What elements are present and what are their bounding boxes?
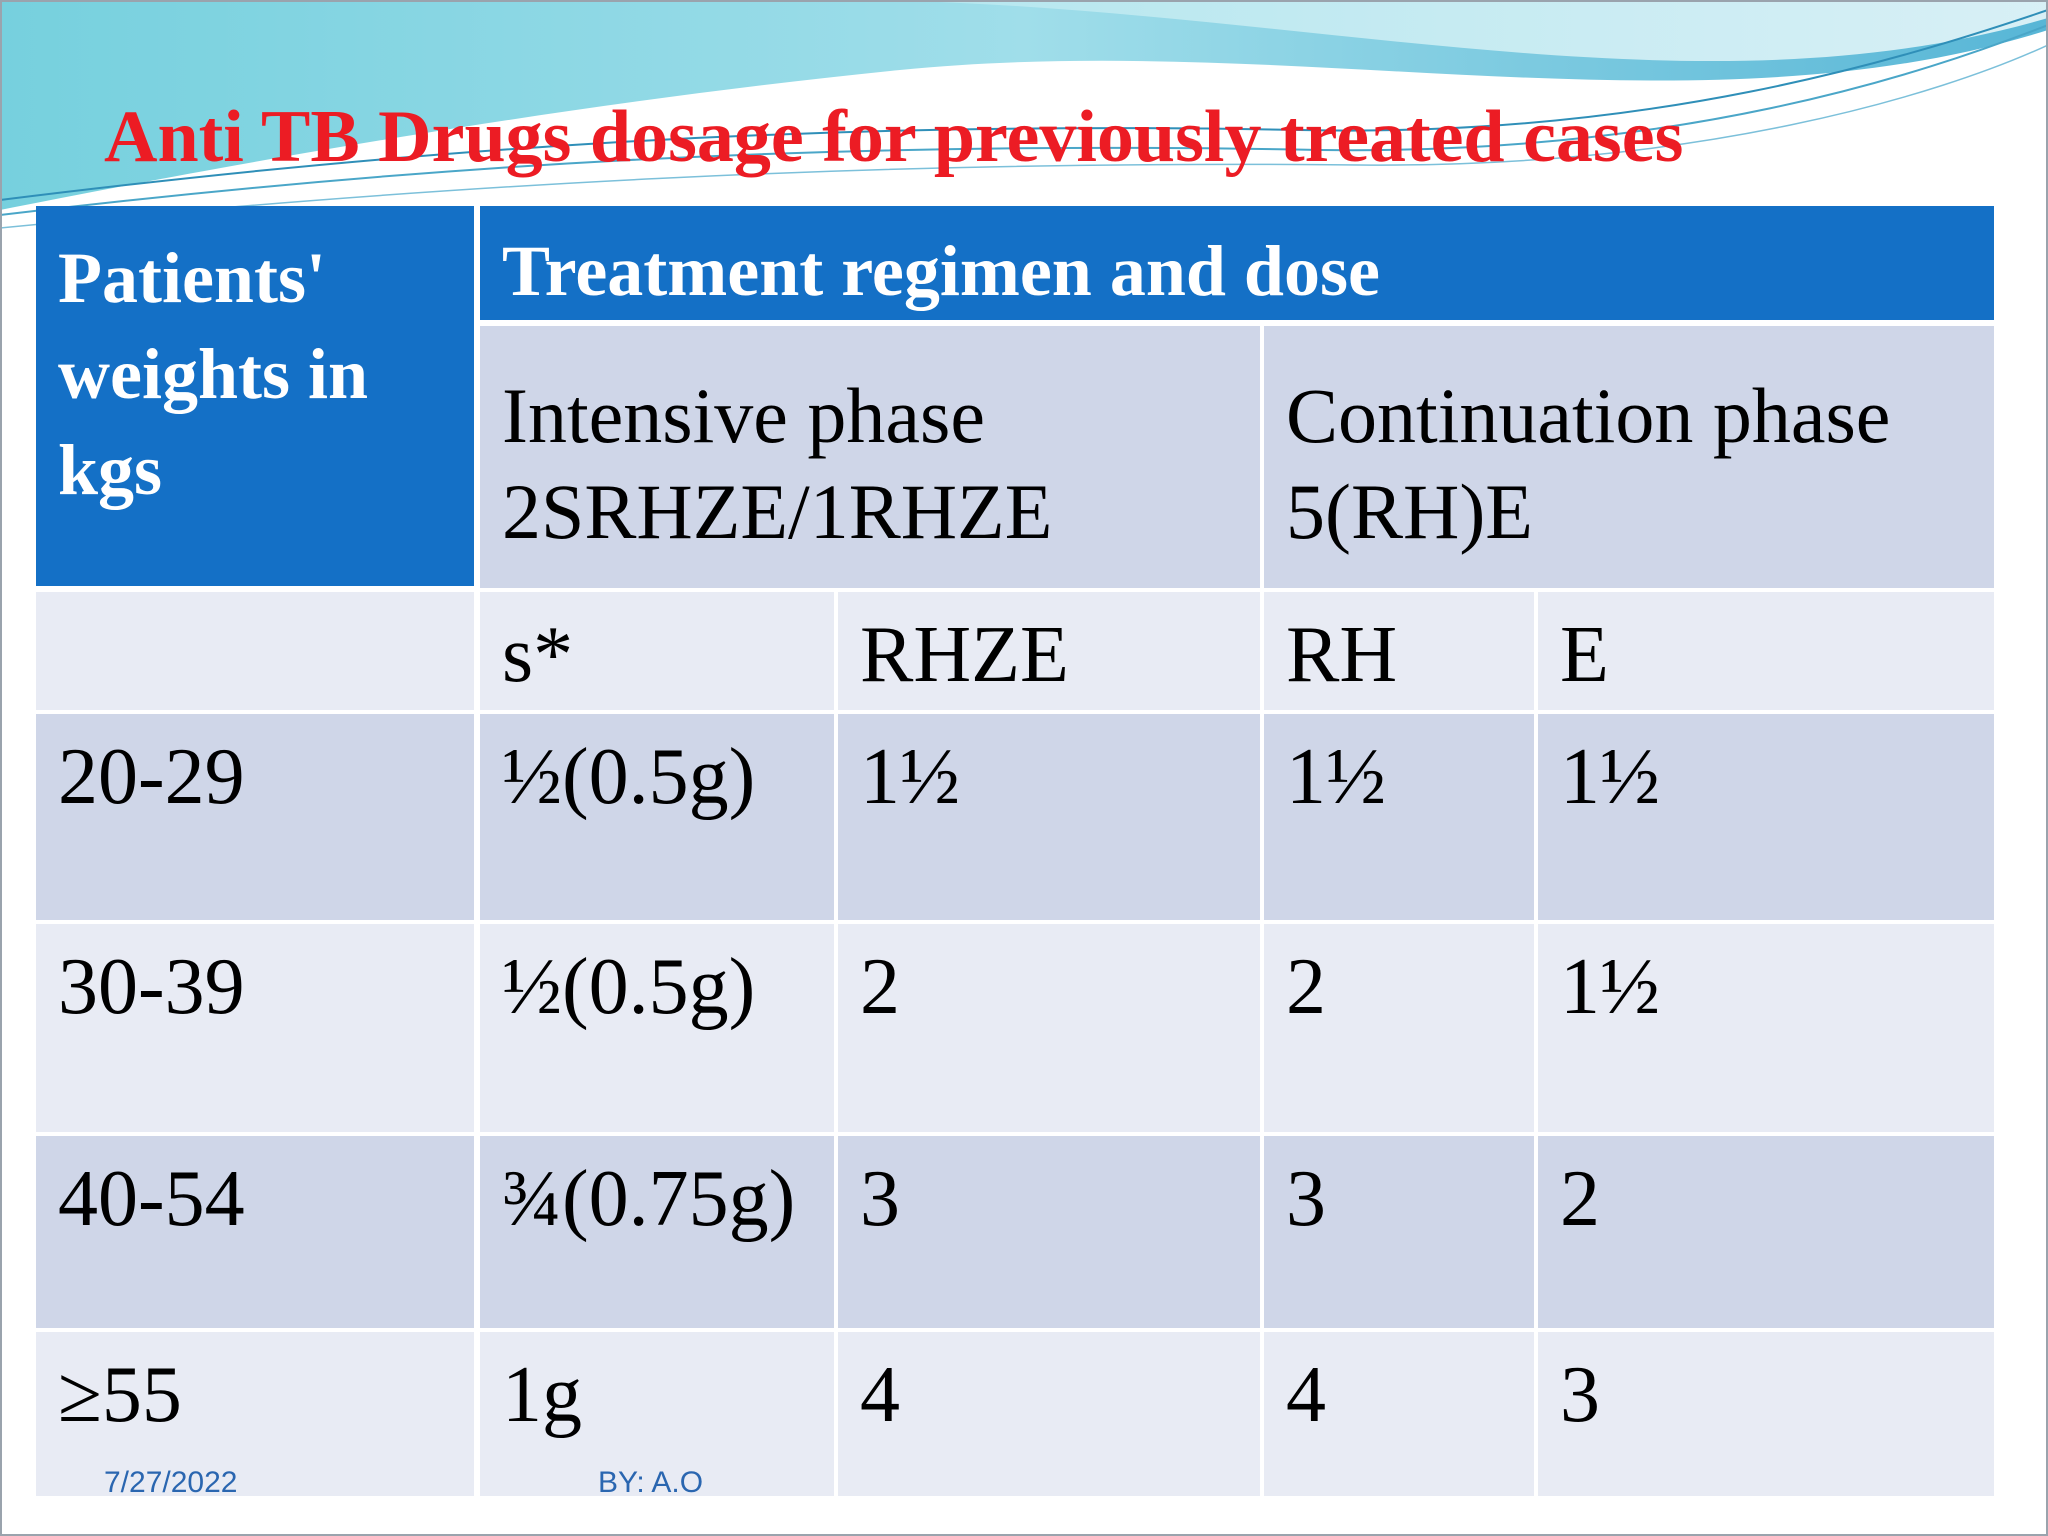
table-cell-s: 1g [480, 1332, 834, 1496]
table-cell-weight: 40-54 [36, 1136, 474, 1328]
column-header-s: s* [480, 592, 834, 710]
column-header-rhze: RHZE [838, 592, 1260, 710]
intensive-phase-name: Intensive phase [502, 372, 986, 459]
table-cell-weight: ≥55 [36, 1332, 474, 1496]
table-cell-e: 1½ [1538, 714, 1994, 920]
continuation-phase-regimen: 5(RH)E [1286, 468, 1533, 555]
table-cell-rhze: 3 [838, 1136, 1260, 1328]
table-cell-e: 2 [1538, 1136, 1994, 1328]
continuation-phase-name: Continuation phase [1286, 372, 1891, 459]
table-cell-rh: 1½ [1264, 714, 1534, 920]
column-header-rh: RH [1264, 592, 1534, 710]
table-cell-s: ½(0.5g) [480, 714, 834, 920]
column-header-e: E [1538, 592, 1994, 710]
table-cell-weight: 20-29 [36, 714, 474, 920]
table-cell-s: ½(0.5g) [480, 924, 834, 1132]
slide-title: Anti TB Drugs dosage for previously trea… [104, 96, 1684, 178]
table-cell-rh: 4 [1264, 1332, 1534, 1496]
table-cell-rh: 3 [1264, 1136, 1534, 1328]
regimen-header: Treatment regimen and dose [480, 206, 1994, 320]
intensive-phase-header: Intensive phase 2SRHZE/1RHZE [480, 326, 1260, 588]
table-cell-e: 3 [1538, 1332, 1994, 1496]
footer-author: BY: A.O [598, 1466, 704, 1499]
footer-date: 7/27/2022 [104, 1466, 238, 1499]
table-cell-rh: 2 [1264, 924, 1534, 1132]
continuation-phase-header: Continuation phase 5(RH)E [1264, 326, 1994, 588]
decorative-swoosh [0, 0, 2048, 229]
column-header-weight [36, 592, 474, 710]
table-cell-rhze: 1½ [838, 714, 1260, 920]
table-cell-rhze: 2 [838, 924, 1260, 1132]
table-cell-s: ¾(0.75g) [480, 1136, 834, 1328]
intensive-phase-regimen: 2SRHZE/1RHZE [502, 468, 1053, 555]
weight-column-header: Patients' weights in kgs [36, 206, 474, 586]
table-cell-weight: 30-39 [36, 924, 474, 1132]
table-cell-rhze: 4 [838, 1332, 1260, 1496]
table-cell-e: 1½ [1538, 924, 1994, 1132]
